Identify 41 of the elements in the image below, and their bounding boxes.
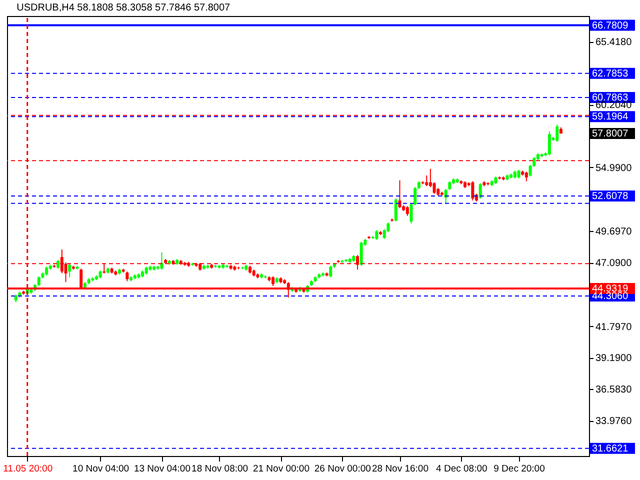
y-tick-label: 39.1900 [596,353,632,364]
text: 57.8007 [592,128,629,140]
x-tick-label: 28 Nov 16:00 [372,464,428,474]
x-tick-label: 21 Nov 00:00 [252,464,310,474]
candlestick [548,130,551,156]
candlestick [432,182,436,194]
ref-line-label: 31.6621 [592,443,629,454]
candlestick [471,180,474,201]
ref-line-label: 62.7853 [592,68,629,80]
candlestick [478,182,482,200]
candlestick [556,124,559,142]
candlestick [524,171,528,182]
ref-line-label: 52.6078 [592,191,629,202]
y-tick-label: 54.9900 [596,162,632,174]
candlestick [406,206,409,216]
candlestick [414,186,417,206]
x-tick-label: 9 Dec 20:00 [494,464,545,474]
x-tick-label: 4 Dec 08:00 [436,464,488,474]
candlestick [68,263,72,278]
candlestick [37,276,40,286]
candlestick [360,241,363,266]
candlestick [329,265,332,278]
candlestick [126,271,129,282]
ref-line-label: 66.7809 [592,20,629,32]
y-tick-label: 60.2040 [596,100,632,112]
ref-line-label: 59.1964 [592,112,629,123]
y-tick-label: 47.0900 [596,258,632,270]
chart-title: USDRUB,H4 58.1808 58.3058 57.7846 57.8007 [16,2,231,14]
x-tick-label: 11.05 20:00 [3,464,53,474]
y-tick-label: 65.4180 [596,37,632,48]
y-tick-label: 41.7970 [596,322,632,333]
x-tick-label: 13 Nov 04:00 [134,464,190,474]
x-tick-label: 18 Nov 08:00 [192,464,248,474]
y-tick-label: 36.5830 [596,384,632,396]
candlestick [375,230,378,240]
y-tick-label: 49.6970 [596,226,632,238]
y-tick-label: 33.9760 [596,416,632,428]
x-tick-label: 26 Nov 00:00 [314,464,371,474]
candlestick [394,198,398,222]
x-tick-label: 10 Nov 04:00 [72,464,130,474]
candlestick [410,202,413,224]
